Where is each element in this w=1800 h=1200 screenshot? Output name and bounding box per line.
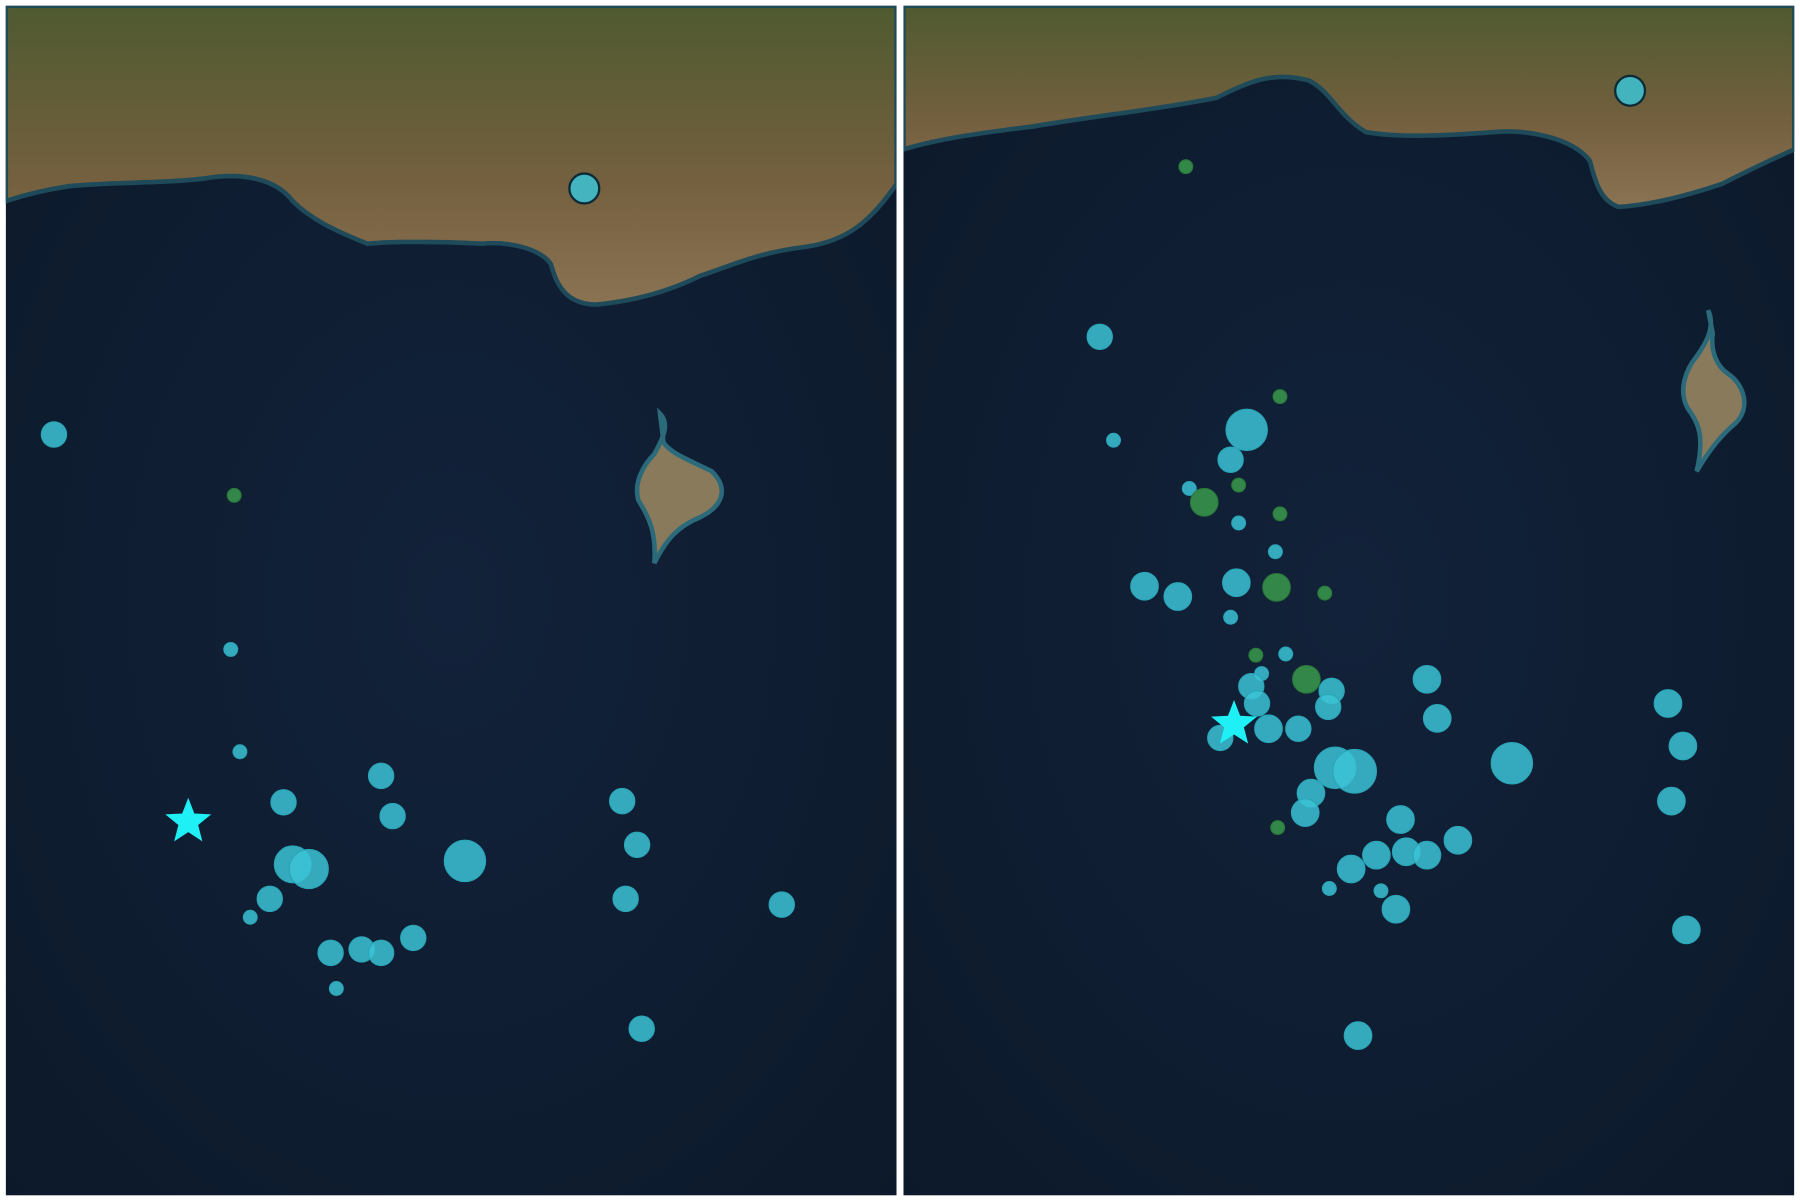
earthquake-marker-green[interactable] [1317, 585, 1333, 601]
earthquake-marker[interactable] [1343, 1021, 1373, 1050]
earthquake-marker[interactable] [1381, 894, 1411, 924]
earthquake-marker[interactable] [1254, 714, 1283, 744]
earthquake-marker-green[interactable] [1231, 477, 1247, 493]
earthquake-marker-green[interactable] [1272, 389, 1288, 405]
earthquake-marker[interactable] [1267, 544, 1283, 560]
earthquake-marker[interactable] [288, 848, 329, 890]
earthquake-marker[interactable] [1130, 571, 1159, 601]
earthquake-marker[interactable] [379, 802, 406, 830]
earthquake-marker[interactable] [1231, 515, 1247, 531]
earthquake-marker[interactable] [443, 839, 487, 883]
coastline-land [903, 5, 1795, 210]
earthquake-marker[interactable] [256, 885, 283, 913]
earthquake-marker[interactable] [317, 939, 344, 967]
earthquake-marker[interactable] [1336, 854, 1366, 884]
earthquake-marker[interactable] [1314, 693, 1342, 721]
earthquake-marker[interactable] [1163, 582, 1193, 611]
epicenter-star-icon[interactable] [165, 797, 212, 842]
earthquake-marker-green[interactable] [1262, 572, 1291, 602]
earthquake-marker[interactable] [623, 831, 651, 859]
earthquake-marker[interactable] [367, 939, 395, 967]
earthquake-marker[interactable] [1668, 731, 1698, 761]
map-panel-right[interactable] [903, 5, 1795, 1196]
earthquake-marker[interactable] [223, 641, 239, 657]
earthquake-marker-green[interactable] [1189, 487, 1219, 517]
earthquake-marker[interactable] [1490, 741, 1534, 785]
earthquake-marker[interactable] [1614, 74, 1647, 107]
earthquake-marker[interactable] [1373, 883, 1389, 899]
earthquake-marker-green[interactable] [226, 487, 242, 503]
earthquake-marker[interactable] [1222, 568, 1251, 598]
earthquake-marker[interactable] [1657, 786, 1686, 816]
earthquake-marker[interactable] [40, 421, 68, 448]
earthquake-marker[interactable] [1443, 825, 1473, 855]
earthquake-marker[interactable] [367, 762, 395, 790]
earthquake-marker[interactable] [612, 885, 639, 913]
earthquake-marker[interactable] [608, 787, 636, 815]
earthquake-marker-green[interactable] [1270, 820, 1286, 836]
marker-layer-left [40, 172, 795, 1042]
earthquake-marker[interactable] [328, 981, 344, 996]
earthquake-marker[interactable] [1422, 704, 1452, 733]
earthquake-marker[interactable] [768, 891, 795, 918]
island [1681, 309, 1747, 473]
earthquake-marker[interactable] [1243, 690, 1271, 717]
earthquake-marker[interactable] [628, 1015, 655, 1042]
earthquake-marker[interactable] [1321, 881, 1337, 896]
island [634, 407, 724, 565]
earthquake-marker[interactable] [1332, 748, 1377, 794]
earthquake-marker[interactable] [232, 744, 248, 760]
panel-divider [897, 0, 903, 1200]
earthquake-marker[interactable] [1225, 408, 1268, 452]
earthquake-marker[interactable] [1386, 805, 1415, 834]
earthquake-marker[interactable] [1217, 446, 1244, 473]
earthquake-marker[interactable] [1181, 481, 1197, 496]
earthquake-marker[interactable] [1653, 689, 1683, 718]
earthquake-marker-green[interactable] [1248, 647, 1264, 663]
earthquake-marker[interactable] [1412, 840, 1442, 870]
epicenter-star-icon[interactable] [1211, 700, 1258, 744]
earthquake-marker[interactable] [1106, 432, 1121, 448]
earthquake-marker[interactable] [270, 789, 297, 816]
earthquake-marker-green[interactable] [1178, 159, 1194, 175]
earthquake-marker[interactable] [1285, 715, 1312, 742]
earthquake-marker[interactable] [400, 924, 427, 952]
coastline-land [5, 5, 897, 307]
earthquake-marker[interactable] [242, 909, 258, 925]
earthquake-marker-green[interactable] [1292, 664, 1321, 694]
earthquake-marker[interactable] [568, 172, 601, 205]
earthquake-marker[interactable] [1086, 323, 1113, 350]
earthquake-marker[interactable] [1672, 915, 1701, 945]
earthquake-marker[interactable] [1290, 798, 1320, 828]
earthquake-marker[interactable] [1362, 840, 1391, 870]
earthquake-marker-green[interactable] [1272, 506, 1288, 522]
earthquake-marker[interactable] [1278, 646, 1294, 662]
earthquake-marker[interactable] [1223, 609, 1239, 625]
marker-layer-right [1086, 74, 1701, 1050]
map-panel-left[interactable] [5, 5, 897, 1196]
earthquake-marker[interactable] [1412, 664, 1442, 694]
